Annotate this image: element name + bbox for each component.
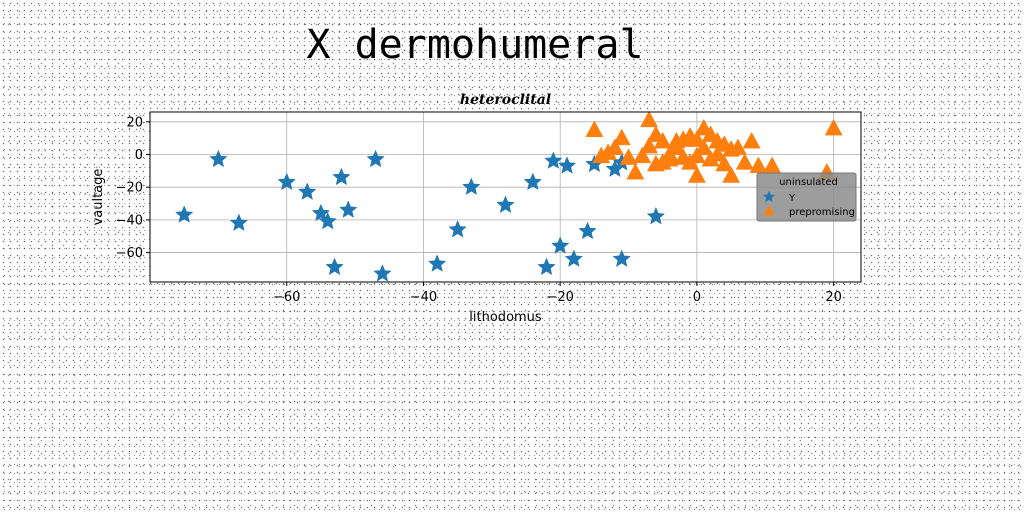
data-point-triangle [640, 136, 659, 154]
data-point-star [551, 236, 570, 254]
data-point-triangle [612, 128, 631, 146]
data-points [175, 110, 843, 282]
data-point-triangle [708, 144, 727, 162]
y-tick-label: −20 [116, 181, 143, 196]
data-point-star [462, 177, 481, 195]
data-point-star [175, 205, 194, 223]
data-point-star [229, 213, 249, 231]
data-point-star [277, 172, 296, 191]
data-point-triangle [687, 130, 706, 147]
legend-marker [763, 204, 775, 216]
y-axis-label: vaultage [91, 169, 106, 226]
data-point-star [496, 195, 515, 213]
data-point-triangle [722, 166, 741, 183]
data-point-star [578, 221, 597, 240]
legend-box [756, 172, 857, 222]
y-tick-label: −60 [116, 246, 143, 261]
data-point-triangle [715, 154, 734, 172]
data-point-triangle [735, 153, 754, 170]
data-point-star [448, 220, 467, 238]
x-axis-label: lithodomus [469, 310, 542, 325]
data-point-triangle [728, 138, 747, 155]
data-point-star [339, 200, 358, 218]
x-tick-label: −60 [273, 290, 300, 305]
plot-frame [149, 111, 862, 283]
data-point-star [209, 149, 228, 168]
data-point-triangle [619, 148, 638, 165]
x-tick-label: 20 [825, 290, 842, 305]
data-point-star [332, 167, 351, 186]
data-point-star [325, 257, 344, 276]
y-tick-label: −40 [116, 213, 143, 228]
data-point-triangle [640, 110, 659, 128]
data-point-triangle [687, 166, 706, 183]
axis-ticks: −60 −40 −20 0 20 20 0 −20 −40 −60 [116, 115, 842, 305]
data-point-star [537, 257, 556, 276]
data-point-triangle [667, 138, 686, 155]
data-point-triangle [694, 138, 713, 155]
data-point-triangle [605, 138, 624, 155]
x-tick-label: 0 [693, 290, 701, 305]
data-point-triangle [585, 120, 604, 137]
data-point-triangle [687, 146, 706, 164]
data-point-triangle [742, 131, 761, 149]
data-point-star [612, 249, 631, 267]
x-tick-label: −40 [410, 290, 437, 305]
data-point-star [373, 264, 392, 282]
legend-label: Y [788, 193, 796, 204]
data-point-star [311, 203, 331, 222]
chart-title: heteroclital [460, 92, 551, 108]
legend-label: prepromising [789, 207, 855, 218]
data-point-star [298, 182, 317, 200]
x-tick-label: −20 [546, 290, 573, 305]
data-point-triangle [626, 162, 645, 180]
data-point-star [366, 149, 385, 168]
y-tick-label: 0 [135, 148, 143, 163]
data-point-star [544, 151, 563, 169]
legend-marker [763, 190, 775, 203]
data-point-star [564, 249, 584, 267]
data-point-triangle [653, 131, 672, 149]
data-point-star [523, 172, 543, 191]
data-point-triangle [633, 146, 652, 164]
data-point-star [318, 211, 337, 230]
legend-title: uninsulated [779, 177, 838, 188]
data-point-triangle [824, 118, 843, 136]
data-point-star [646, 206, 666, 225]
data-point-star [557, 156, 577, 174]
data-point-star [427, 254, 447, 272]
page-title: X dermohumeral [306, 22, 644, 68]
y-tick-label: 20 [126, 115, 143, 130]
